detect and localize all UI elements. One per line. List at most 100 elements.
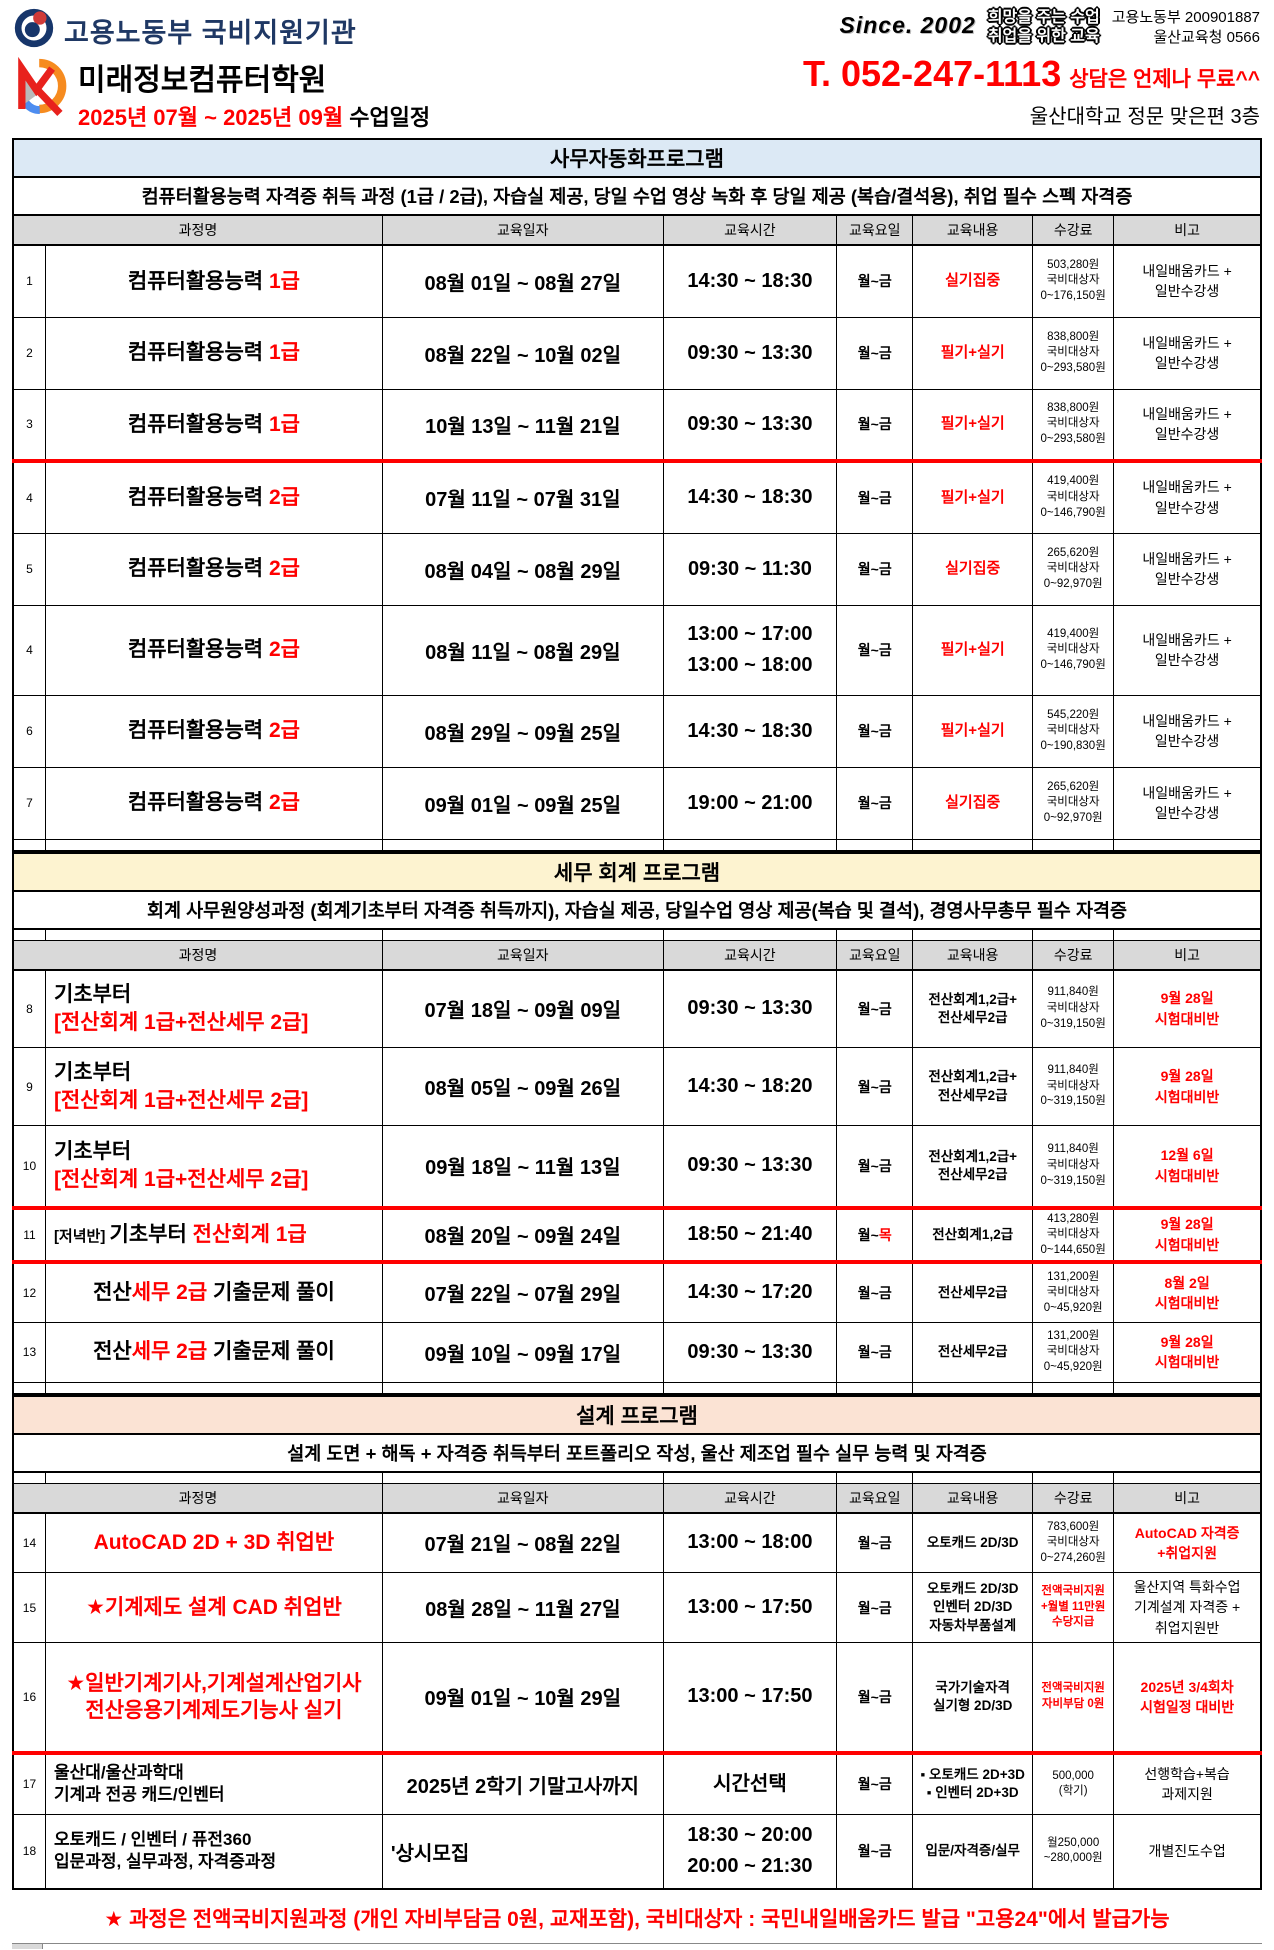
spacer-cell bbox=[912, 1381, 1034, 1395]
cell-date: 08월 28일 ~ 11월 27일 bbox=[381, 1572, 664, 1644]
text-line: 838,800원 bbox=[1047, 330, 1100, 343]
text-line: 일반수강생 bbox=[1154, 499, 1220, 516]
cell-fee: 419,400원 국비대상자 0~146,790원 bbox=[1032, 604, 1115, 696]
cell-note: 선행학습+복습 과제지원 bbox=[1113, 1752, 1262, 1816]
column-header: 수강료 bbox=[1032, 1482, 1115, 1514]
text-line: 0~293,580원 bbox=[1040, 433, 1106, 445]
text-line: 09:30 ~ 13:30 bbox=[687, 1154, 813, 1177]
cell-name: ★기계제도 설계 CAD 취업반 bbox=[44, 1572, 383, 1644]
text-line: 전액국비지원 bbox=[1041, 1682, 1105, 1695]
column-header-row: 과정명 교육일자 교육시간 교육요일 교육내용 수강료 비고 bbox=[12, 939, 1262, 971]
text-line: 내일배움카드 + bbox=[1142, 405, 1232, 422]
text-line: 컴퓨터활용능력 1급 bbox=[127, 412, 300, 436]
text-line: 컴퓨터활용능력 2급 bbox=[127, 486, 300, 510]
cell-time: 14:30 ~ 18:30 bbox=[662, 460, 838, 534]
text-line: 내일배움카드 + bbox=[1142, 334, 1232, 351]
spacer-cell bbox=[912, 838, 1034, 851]
table-row: 8 기초부터 [전산회계 1급+전산세무 2급] 07월 18일 ~ 09월 09일 0… bbox=[12, 969, 1262, 1048]
column-header: 과정명 bbox=[12, 214, 383, 246]
text-line: 국비대상자 bbox=[1046, 1158, 1100, 1171]
cell-content: 입문/자격증/실무 bbox=[912, 1814, 1034, 1890]
text-line: 500,000 bbox=[1052, 1769, 1094, 1782]
cell-date: 10월 13일 ~ 11월 21일 bbox=[381, 388, 664, 463]
text-line: 컴퓨터활용능력 2급 bbox=[127, 638, 300, 662]
text-line: 입문/자격증/실무 bbox=[925, 1843, 1020, 1859]
text-line: [전산회계 1급+전산세무 2급] bbox=[53, 1088, 309, 1112]
column-header: 비고 bbox=[1113, 939, 1262, 971]
cell-row-number: 9 bbox=[12, 1047, 46, 1126]
cell-name: AutoCAD 2D + 3D 취업반 bbox=[44, 1512, 383, 1574]
cell-time: 19:00 ~ 21:00 bbox=[662, 766, 838, 840]
cell-time: 09:30 ~ 13:30 bbox=[662, 316, 838, 390]
table-row: 2 컴퓨터활용능력 1급 08월 22일 ~ 10월 02일 09:30 ~ 13:3… bbox=[12, 316, 1262, 390]
text-line: 0~45,920원 bbox=[1043, 1301, 1103, 1314]
cell-fee: 265,620원 국비대상자 0~92,970원 bbox=[1032, 532, 1115, 606]
page-header: 고용노동부 국비지원기관 미래정보컴퓨터학원 2025년 07월 ~ 2025 bbox=[12, 6, 1262, 138]
text-line: 실기집중 bbox=[945, 793, 1001, 811]
text-line: 265,620원 bbox=[1047, 780, 1100, 793]
cell-name: 컴퓨터활용능력 2급 bbox=[44, 766, 383, 840]
cell-content: 전산회계1,2급+ 전산세무2급 bbox=[912, 1125, 1034, 1210]
cell-name: 컴퓨터활용능력 2급 bbox=[44, 460, 383, 534]
spacer-cell bbox=[44, 1471, 383, 1484]
text-line: 2025년 2학기 기말고사까지 bbox=[406, 1775, 639, 1798]
spacer-cell bbox=[836, 838, 914, 851]
column-header: 과정명 bbox=[12, 939, 383, 971]
slogan-line-1: 희망을 주는 수업 bbox=[987, 9, 1100, 26]
text-line: 13:00 ~ 17:50 bbox=[687, 1685, 813, 1708]
cell-name: 컴퓨터활용능력 1급 bbox=[44, 244, 383, 318]
spacer-cell bbox=[836, 928, 914, 941]
text-line: 월~금 bbox=[857, 273, 892, 290]
cell-content: 필기+실기 bbox=[912, 460, 1034, 534]
cell-name: 기초부터 [전산회계 1급+전산세무 2급] bbox=[44, 1047, 383, 1126]
text-line: 838,800원 bbox=[1047, 401, 1100, 414]
spacer-cell bbox=[1113, 1471, 1262, 1484]
cell-content: 필기+실기 bbox=[912, 694, 1034, 768]
column-header: 교육내용 bbox=[912, 1482, 1034, 1514]
text-line: 월~금 bbox=[857, 489, 892, 506]
text-line: 503,280원 bbox=[1047, 258, 1100, 271]
reg-edu-office: 울산교육청 0566 bbox=[1153, 29, 1260, 47]
cell-row-number: 12 bbox=[12, 1261, 46, 1323]
text-line: 시험대비반 bbox=[1154, 1236, 1220, 1253]
cell-content: 전산세무2급 bbox=[912, 1321, 1034, 1383]
text-line: 0~274,260원 bbox=[1040, 1551, 1106, 1564]
cell-days: 월~금 bbox=[836, 460, 914, 534]
text-line: 08월 05일 ~ 09월 26일 bbox=[424, 1078, 622, 1100]
cell-row-number: 18 bbox=[12, 1814, 46, 1890]
academy-name: 미래정보컴퓨터학원 bbox=[78, 64, 327, 97]
text-line: 14:30 ~ 18:30 bbox=[687, 486, 813, 509]
cell-row-number: 5 bbox=[12, 532, 46, 606]
cell-fee: 전액국비지원 +월별 11만원 수당지급 bbox=[1032, 1572, 1115, 1644]
cell-note: 2025년 3/4회차 시험일정 대비반 bbox=[1113, 1642, 1262, 1755]
cell-time: 18:30 ~ 20:00 20:00 ~ 21:30 bbox=[662, 1814, 838, 1890]
text-line: 0~190,830원 bbox=[1040, 739, 1106, 752]
cell-date: 07월 11일 ~ 07월 31일 bbox=[381, 460, 664, 534]
schedule-table: 과정명 교육일자 교육시간 교육요일 교육내용 수강료 비고 8 기초부터 [전산회계 1급+전… bbox=[12, 927, 1262, 1395]
section-tax-accounting: 세무 회계 프로그램 회계 사무원양성과정 (회계기초부터 자격증 취득까지),… bbox=[12, 851, 1262, 1395]
text-line: 07월 22일 ~ 07월 29일 bbox=[424, 1284, 622, 1307]
text-line: 일반수강생 bbox=[1154, 355, 1220, 371]
cell-content: 전산세무2급 bbox=[912, 1261, 1034, 1323]
cell-fee: 265,620원 국비대상자 0~92,970원 bbox=[1032, 766, 1115, 840]
text-line: 07월 21일 ~ 08월 22일 bbox=[424, 1534, 622, 1557]
cell-date: 08월 29일 ~ 09월 25일 bbox=[381, 694, 664, 768]
text-line: 0~146,790원 bbox=[1040, 506, 1106, 519]
cell-note: 울산지역 특화수업 기계설계 자격증 + 취업지원반 bbox=[1113, 1572, 1262, 1644]
text-line: ▪ 인벤터 2D+3D bbox=[926, 1785, 1019, 1801]
cell-days: 월~금 bbox=[836, 694, 914, 768]
cell-note: 내일배움카드 + 일반수강생 bbox=[1113, 532, 1262, 606]
column-header: 과정명 bbox=[12, 1482, 383, 1514]
cell-row-number: 6 bbox=[12, 694, 46, 768]
cell-date: 09월 01일 ~ 09월 25일 bbox=[381, 766, 664, 840]
text-line: 8월 2일 bbox=[1164, 1274, 1210, 1291]
text-line: 월~금 bbox=[857, 1843, 892, 1860]
text-line: 265,620원 bbox=[1047, 546, 1100, 559]
text-line: 국비대상자 bbox=[1046, 417, 1100, 430]
cell-time: 09:30 ~ 13:30 bbox=[662, 1321, 838, 1383]
text-line: 내일배움카드 + bbox=[1142, 550, 1232, 567]
text-line: 국비대상자 bbox=[1046, 1228, 1100, 1241]
text-line: 국비대상자 bbox=[1046, 643, 1100, 656]
text-line: 일반수강생 bbox=[1154, 571, 1220, 587]
cell-name: 컴퓨터활용능력 1급 bbox=[44, 388, 383, 463]
